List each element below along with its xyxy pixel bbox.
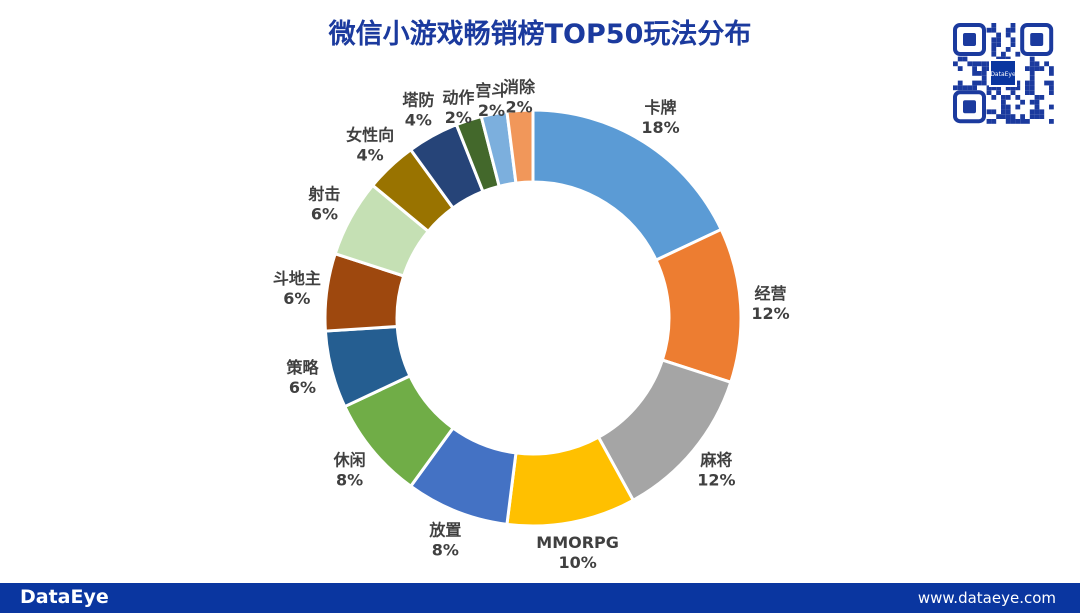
svg-text:DataEye: DataEye: [990, 71, 1016, 78]
data-label: 麻将 12%: [697, 451, 735, 490]
brand-logo: DataEye: [20, 586, 109, 608]
data-label: 动作 2%: [442, 88, 474, 127]
slice-0: [531, 108, 724, 263]
data-label: 休闲 8%: [333, 451, 366, 490]
data-label: 放置 8%: [428, 520, 461, 559]
chart-title: 微信小游戏畅销榜TOP50玩法分布: [328, 19, 752, 50]
data-label: 消除 2%: [503, 77, 536, 116]
slice-13: [505, 108, 535, 185]
data-label: 卡牌 18%: [641, 98, 679, 137]
data-label: 女性向 4%: [346, 126, 394, 165]
data-label: 塔防 4%: [402, 90, 434, 129]
data-label: MMORPG 10%: [536, 533, 619, 572]
qr-code: DataEye: [953, 23, 1054, 124]
donut-chart: 卡牌 18% 经营 12% 麻将 12% MMORPG 10% 放置 8% 休闲 8% 策略 6% 斗地主 6…: [273, 77, 790, 572]
data-label: 经营 12%: [751, 284, 789, 323]
data-label: 策略 6%: [285, 358, 319, 397]
data-label: 射击 6%: [307, 184, 340, 223]
data-label: 宫斗 2%: [475, 81, 507, 120]
website-link[interactable]: www.dataeye.com: [917, 589, 1056, 607]
footer-bar: DataEye www.dataeye.com: [0, 583, 1080, 613]
data-label: 斗地主 6%: [273, 269, 321, 308]
